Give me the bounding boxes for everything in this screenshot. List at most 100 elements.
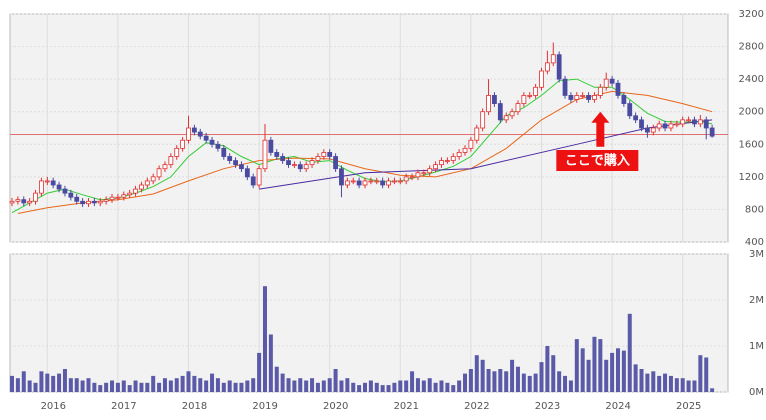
volume-bar — [10, 375, 14, 392]
volume-bar — [598, 339, 603, 392]
candle-body — [539, 70, 544, 88]
volume-bar — [527, 375, 532, 392]
candle-body — [186, 127, 191, 141]
volume-bar — [62, 369, 67, 392]
volume-bar — [133, 380, 138, 392]
candle-body — [421, 172, 427, 175]
candle-body — [250, 176, 256, 186]
volume-bar — [563, 375, 568, 392]
volume-bar — [192, 375, 197, 392]
candle-body — [380, 180, 386, 186]
volume-bar — [292, 380, 297, 392]
candle-body — [327, 152, 333, 157]
volume-bar — [204, 380, 209, 392]
y2-tick-label: 2M — [749, 295, 764, 306]
volume-bar — [345, 378, 350, 392]
y-tick-label: 1600 — [739, 139, 764, 150]
candle-body — [503, 115, 509, 121]
volume-bar — [580, 348, 585, 392]
x-tick-label: 2021 — [394, 401, 419, 412]
x-tick-label: 2018 — [182, 401, 207, 412]
volume-bar — [551, 355, 556, 392]
volume-bar — [521, 373, 526, 392]
candle-body — [209, 139, 215, 145]
candle-body — [80, 200, 85, 205]
volume-bar — [180, 375, 185, 392]
volume-bar — [433, 382, 438, 392]
volume-bar — [304, 380, 309, 392]
candle-body — [291, 164, 297, 167]
volume-bar — [392, 382, 397, 392]
candle-body — [362, 180, 368, 186]
candle-body — [462, 147, 468, 153]
volume-bar — [151, 375, 156, 392]
candle-body — [392, 180, 397, 183]
volume-bar — [74, 378, 79, 392]
volume-bar — [339, 380, 344, 392]
candle-body — [244, 168, 250, 178]
candle-body — [450, 156, 456, 161]
candle-body — [350, 180, 356, 183]
candle-body — [480, 111, 486, 129]
candle-body — [150, 176, 156, 182]
volume-bar — [310, 378, 315, 392]
volume-bar — [168, 380, 173, 392]
candle-body — [533, 86, 539, 96]
candle-body — [339, 168, 344, 186]
candle-body — [409, 176, 415, 179]
volume-bar — [257, 352, 262, 392]
candle-body — [509, 111, 515, 117]
volume-bar — [468, 369, 473, 392]
candle-body — [280, 156, 286, 161]
volume-bar — [404, 380, 409, 392]
volume-bar — [357, 385, 362, 392]
volume-bar — [515, 366, 520, 392]
candle-body — [356, 180, 362, 186]
candle-body — [115, 196, 121, 199]
candle-body — [97, 200, 103, 204]
volume-bar — [692, 380, 697, 392]
volume-bar — [262, 286, 267, 392]
volume-bar — [68, 378, 73, 392]
candle-body — [456, 152, 462, 157]
candle-body — [374, 180, 380, 183]
candle-body — [562, 78, 568, 96]
volume-bar — [586, 359, 591, 392]
x-tick-label: 2016 — [41, 401, 66, 412]
candle-body — [656, 123, 662, 129]
volume-bar — [704, 357, 709, 392]
candle-body — [344, 180, 350, 186]
candle-body — [474, 127, 480, 141]
volume-bar — [633, 364, 638, 392]
volume-bar — [86, 378, 91, 392]
volume-bar — [51, 375, 56, 392]
candle-body — [439, 160, 444, 166]
candle-body — [415, 172, 421, 178]
price-panel — [9, 13, 729, 243]
candle-body — [27, 200, 33, 204]
candle-body — [521, 95, 527, 104]
volume-bar — [210, 373, 215, 392]
x-tick-label: 2020 — [323, 401, 348, 412]
volume-bar — [410, 371, 415, 392]
x-tick-label: 2024 — [605, 401, 630, 412]
volume-bar — [15, 378, 20, 392]
volume-bar — [680, 378, 685, 392]
candle-body — [9, 200, 15, 204]
annotation-text: ここで購入 — [565, 153, 630, 169]
volume-bar — [327, 378, 332, 392]
volume-bar — [492, 371, 497, 392]
y2-tick-label: 1M — [749, 341, 764, 352]
volume-bar — [639, 369, 644, 392]
candle-body — [574, 95, 580, 100]
volume-bar — [668, 375, 673, 392]
candle-body — [191, 127, 197, 133]
y-tick-label: 2800 — [739, 42, 764, 53]
volume-bar — [545, 346, 550, 392]
candle-body — [621, 95, 627, 104]
candle-body — [180, 139, 186, 149]
volume-bar — [321, 380, 326, 392]
volume-bar — [568, 380, 573, 392]
candle-body — [268, 139, 274, 153]
y-tick-label: 3200 — [739, 9, 764, 20]
